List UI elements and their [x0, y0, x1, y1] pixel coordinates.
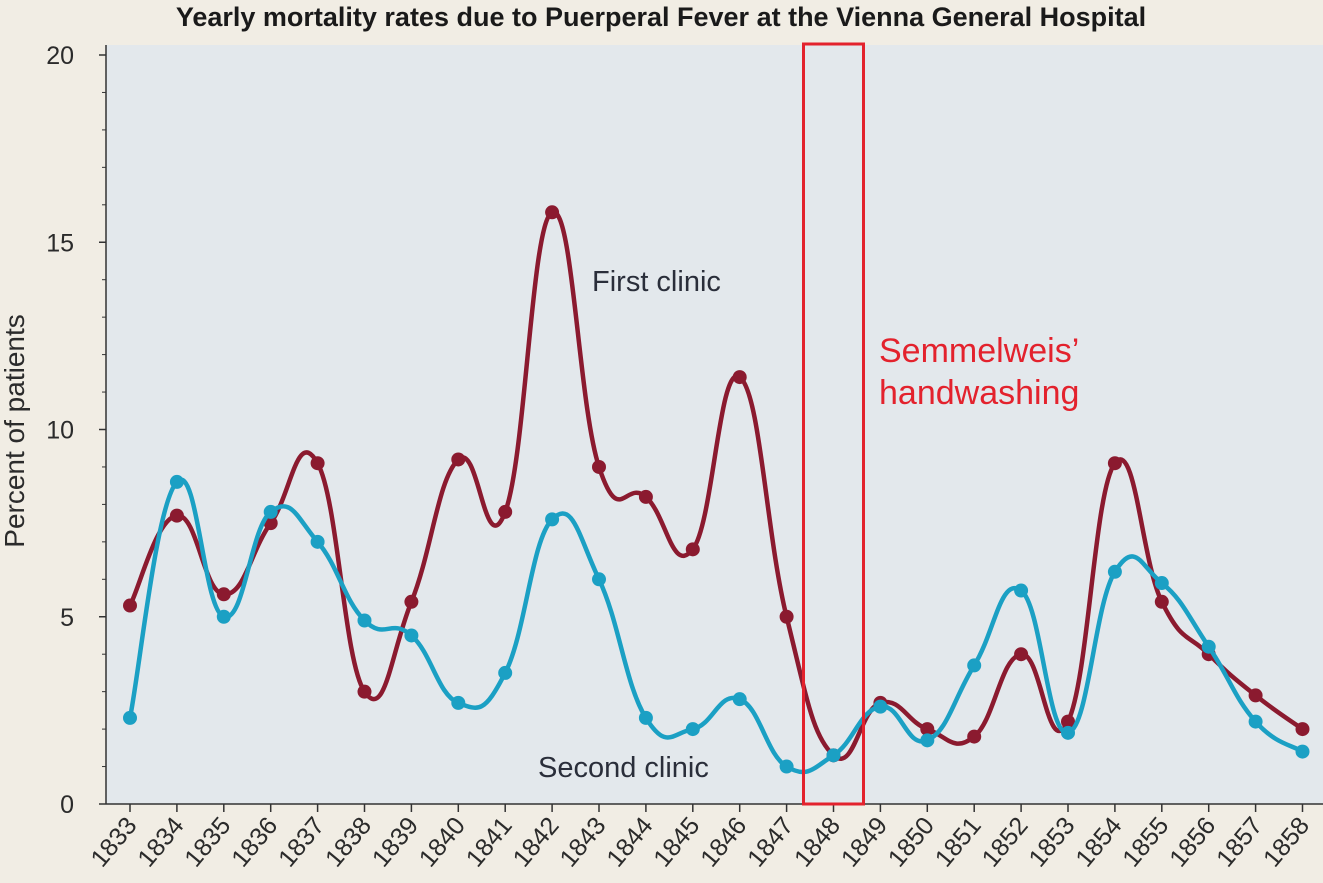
- x-tick-label: 1833: [85, 812, 142, 873]
- x-tick-label: 1846: [695, 812, 752, 873]
- y-tick-label: 15: [46, 229, 74, 257]
- semmelweis-annotation-line2: handwashing: [879, 374, 1079, 412]
- first-clinic-series: [123, 205, 1310, 763]
- second-clinic-point: [1295, 744, 1310, 759]
- first-clinic-point: [779, 609, 794, 624]
- x-tick-label: 1858: [1258, 812, 1315, 873]
- chart-title: Yearly mortality rates due to Puerperal …: [176, 2, 1146, 32]
- x-tick-label: 1836: [226, 812, 283, 873]
- x-tick-label: 1854: [1070, 812, 1127, 873]
- first-clinic-point: [920, 722, 935, 737]
- x-tick-label: 1856: [1164, 812, 1221, 873]
- x-tick-label: 1851: [930, 812, 987, 873]
- first-clinic-point: [357, 684, 372, 699]
- y-axis-label: Percent of patients: [0, 314, 30, 547]
- first-clinic-point: [592, 459, 606, 474]
- x-tick-label: 1842: [507, 812, 564, 873]
- x-tick-label: 1835: [179, 812, 236, 873]
- x-tick-label: 1850: [883, 812, 940, 873]
- first-clinic-point: [1295, 722, 1310, 737]
- first-clinic-label: First clinic: [592, 266, 721, 298]
- second-clinic-point: [123, 710, 137, 725]
- semmelweis-annotation-line1: Semmelweis’: [879, 332, 1079, 370]
- second-clinic-point: [1154, 576, 1169, 591]
- first-clinic-point: [1154, 594, 1169, 609]
- first-clinic-point: [123, 598, 137, 613]
- second-clinic-label: Second clinic: [538, 752, 709, 784]
- x-tick-label: 1839: [367, 812, 424, 873]
- second-clinic-point: [545, 512, 560, 527]
- second-clinic-point: [826, 748, 841, 763]
- x-tick-label: 1849: [836, 812, 893, 873]
- second-clinic-point: [451, 695, 466, 710]
- x-tick-label: 1845: [648, 812, 705, 873]
- x-tick-label: 1844: [601, 812, 658, 873]
- x-tick-label: 1852: [976, 812, 1033, 873]
- second-clinic-point: [1201, 639, 1216, 654]
- first-clinic-point: [169, 508, 184, 523]
- second-clinic-point: [1248, 714, 1263, 729]
- second-clinic-point: [967, 658, 982, 673]
- second-clinic-point: [1061, 725, 1075, 740]
- second-clinic-point: [1014, 583, 1029, 598]
- first-clinic-point: [732, 370, 747, 385]
- second-clinic-point: [263, 504, 278, 519]
- first-clinic-point: [1248, 688, 1263, 703]
- x-tick-label: 1841: [461, 812, 518, 873]
- second-clinic-point: [685, 722, 700, 737]
- second-clinic-point: [592, 572, 606, 587]
- second-clinic-point: [498, 665, 513, 680]
- x-tick-label: 1837: [273, 812, 330, 873]
- first-clinic-point: [216, 587, 231, 602]
- handwashing-highlight-box: [802, 42, 865, 806]
- first-clinic-point: [451, 452, 466, 467]
- x-tick-label: 1838: [320, 812, 377, 873]
- y-tick-label: 5: [60, 604, 74, 632]
- x-tick-label: 1843: [554, 812, 611, 873]
- second-clinic-point: [873, 699, 888, 714]
- first-clinic-point: [1107, 456, 1122, 471]
- y-tick-label: 0: [60, 791, 74, 819]
- first-clinic-point: [310, 456, 325, 471]
- first-clinic-line: [127, 210, 1305, 761]
- first-clinic-point: [404, 594, 419, 609]
- second-clinic-point: [216, 609, 231, 624]
- first-clinic-point: [1061, 714, 1075, 729]
- x-tick-label: 1848: [789, 812, 846, 873]
- x-tick-label: 1847: [742, 812, 799, 873]
- first-clinic-point: [685, 542, 700, 557]
- first-clinic-point: [638, 489, 653, 504]
- second-clinic-point: [732, 692, 747, 707]
- first-clinic-point: [498, 504, 513, 519]
- y-tick-label: 10: [46, 417, 74, 445]
- x-tick-label: 1853: [1023, 812, 1080, 873]
- x-tick-label: 1855: [1117, 812, 1174, 873]
- x-tick-label: 1840: [414, 812, 471, 873]
- y-axis: 0 5 10 15 20: [46, 42, 107, 819]
- plot-area: [106, 45, 1323, 804]
- x-tick-label: 1857: [1211, 812, 1268, 873]
- y-tick-label: 20: [46, 42, 74, 70]
- second-clinic-point: [404, 628, 419, 643]
- x-tick-label: 1834: [132, 812, 189, 873]
- second-clinic-series: [123, 474, 1310, 775]
- second-clinic-point: [357, 613, 372, 628]
- second-clinic-point: [310, 534, 325, 549]
- second-clinic-point: [1107, 564, 1122, 579]
- first-clinic-point: [1014, 647, 1029, 662]
- first-clinic-point: [967, 729, 982, 744]
- second-clinic-point: [169, 474, 184, 489]
- series-layer: [123, 205, 1310, 775]
- second-clinic-point: [920, 733, 935, 748]
- second-clinic-point: [779, 759, 794, 774]
- x-axis: 1833183418351836183718381839184018411842…: [85, 803, 1323, 873]
- first-clinic-point: [545, 205, 560, 220]
- second-clinic-point: [638, 710, 653, 725]
